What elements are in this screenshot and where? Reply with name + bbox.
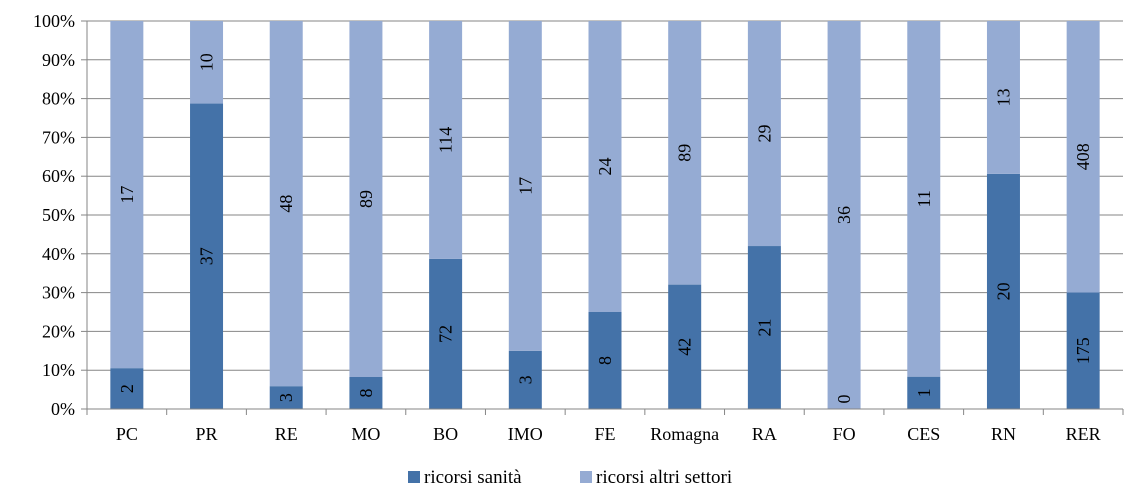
axes: [81, 20, 1124, 415]
bar-ricorsi-sanita: [429, 258, 463, 409]
data-label-ricorsi-altri-settori: 408: [1073, 143, 1093, 170]
bar-ricorsi-sanita: [588, 312, 622, 409]
y-tick-label: 10%: [42, 360, 75, 380]
bar-ricorsi-altri-settori: [429, 21, 463, 259]
bar-ricorsi-sanita: [349, 377, 383, 409]
x-tick-label: RN: [991, 424, 1016, 444]
bar-ricorsi-altri-settori: [190, 21, 224, 104]
data-label-ricorsi-sanita: 175: [1073, 337, 1093, 364]
data-label-ricorsi-sanita: 20: [993, 282, 1013, 300]
bar-ricorsi-altri-settori: [269, 21, 303, 387]
data-label-ricorsi-altri-settori: 13: [993, 88, 1013, 106]
bar-ricorsi-altri-settori: [349, 21, 383, 377]
x-tick-label: IMO: [508, 424, 543, 444]
y-tick-label: 30%: [42, 283, 75, 303]
bar-ricorsi-sanita: [668, 284, 702, 409]
y-tick-label: 40%: [42, 244, 75, 264]
bar-ricorsi-altri-settori: [508, 21, 542, 351]
y-axis-tick-labels: 0% 10% 20% 30% 40% 50% 60% 70% 80% 90% 100%: [33, 11, 75, 419]
y-tick-label: 80%: [42, 89, 75, 109]
bar-ricorsi-altri-settori: [907, 21, 941, 377]
data-label-ricorsi-sanita: 37: [197, 247, 217, 265]
x-tick-label: FE: [594, 424, 615, 444]
y-tick-label: 90%: [42, 50, 75, 70]
legend-label: ricorsi sanità: [424, 467, 522, 488]
y-tick-label: 100%: [33, 11, 75, 31]
x-tick-label: PC: [116, 424, 138, 444]
bar-ricorsi-sanita: [986, 173, 1020, 409]
bar-ricorsi-sanita: [110, 368, 144, 409]
x-tick-label: PR: [196, 424, 218, 444]
x-tick-label: RA: [752, 424, 777, 444]
data-label-ricorsi-sanita: 42: [675, 338, 695, 356]
data-label-ricorsi-sanita: 21: [754, 319, 774, 337]
data-label-ricorsi-sanita: 8: [356, 389, 376, 398]
legend-swatch: [580, 471, 592, 483]
bars: [110, 21, 1100, 409]
x-tick-label: BO: [433, 424, 458, 444]
bar-ricorsi-sanita: [1066, 292, 1100, 409]
y-tick-label: 0%: [51, 399, 75, 419]
data-label-ricorsi-altri-settori: 11: [914, 190, 934, 207]
data-label-ricorsi-altri-settori: 17: [117, 186, 137, 204]
data-label-ricorsi-altri-settori: 48: [276, 195, 296, 213]
data-label-ricorsi-sanita: 72: [436, 325, 456, 343]
y-tick-label: 70%: [42, 127, 75, 147]
bar-ricorsi-sanita: [747, 246, 781, 409]
x-tick-label: Romagna: [650, 424, 719, 444]
y-tick-label: 20%: [42, 321, 75, 341]
data-label-ricorsi-altri-settori: 10: [197, 53, 217, 71]
data-label-ricorsi-altri-settori: 24: [595, 158, 615, 176]
bar-ricorsi-altri-settori: [747, 21, 781, 247]
data-label-ricorsi-sanita: 3: [276, 393, 296, 402]
data-label-ricorsi-altri-settori: 89: [356, 190, 376, 208]
data-label-ricorsi-sanita: 1: [914, 388, 934, 397]
data-label-ricorsi-sanita: 0: [834, 395, 854, 404]
data-label-ricorsi-sanita: 3: [515, 375, 535, 384]
data-label-ricorsi-altri-settori: 36: [834, 206, 854, 224]
data-label-ricorsi-altri-settori: 29: [754, 125, 774, 143]
bar-ricorsi-altri-settori: [827, 21, 861, 409]
bar-ricorsi-altri-settori: [668, 21, 702, 285]
legend: ricorsi sanità ricorsi altri settori: [408, 467, 732, 488]
bar-ricorsi-altri-settori: [110, 21, 144, 369]
bar-ricorsi-sanita: [907, 376, 941, 409]
bar-ricorsi-sanita: [269, 386, 303, 409]
y-tick-label: 60%: [42, 166, 75, 186]
x-tick-label: MO: [351, 424, 380, 444]
x-tick-label: FO: [833, 424, 856, 444]
data-labels: 2173710348889721143178244289212903611120…: [117, 53, 1093, 403]
bar-ricorsi-altri-settori: [588, 21, 622, 312]
y-tick-label: 50%: [42, 205, 75, 225]
bar-ricorsi-altri-settori: [1066, 21, 1100, 293]
x-tick-label: CES: [907, 424, 940, 444]
x-tick-label: RER: [1066, 424, 1101, 444]
legend-swatch: [408, 471, 420, 483]
bar-ricorsi-sanita: [190, 103, 224, 409]
data-label-ricorsi-altri-settori: 17: [515, 177, 535, 195]
bar-ricorsi-altri-settori: [986, 21, 1020, 174]
data-label-ricorsi-sanita: 2: [117, 384, 137, 393]
x-tick-label: RE: [275, 424, 298, 444]
bar-ricorsi-sanita: [508, 350, 542, 409]
data-label-ricorsi-altri-settori: 89: [675, 144, 695, 162]
legend-label: ricorsi altri settori: [596, 467, 732, 488]
data-label-ricorsi-sanita: 8: [595, 356, 615, 365]
x-axis-tick-labels: PC PR RE MO BO IMO FE Romagna RA FO CES RN RER: [116, 424, 1101, 444]
data-label-ricorsi-altri-settori: 114: [436, 127, 456, 153]
